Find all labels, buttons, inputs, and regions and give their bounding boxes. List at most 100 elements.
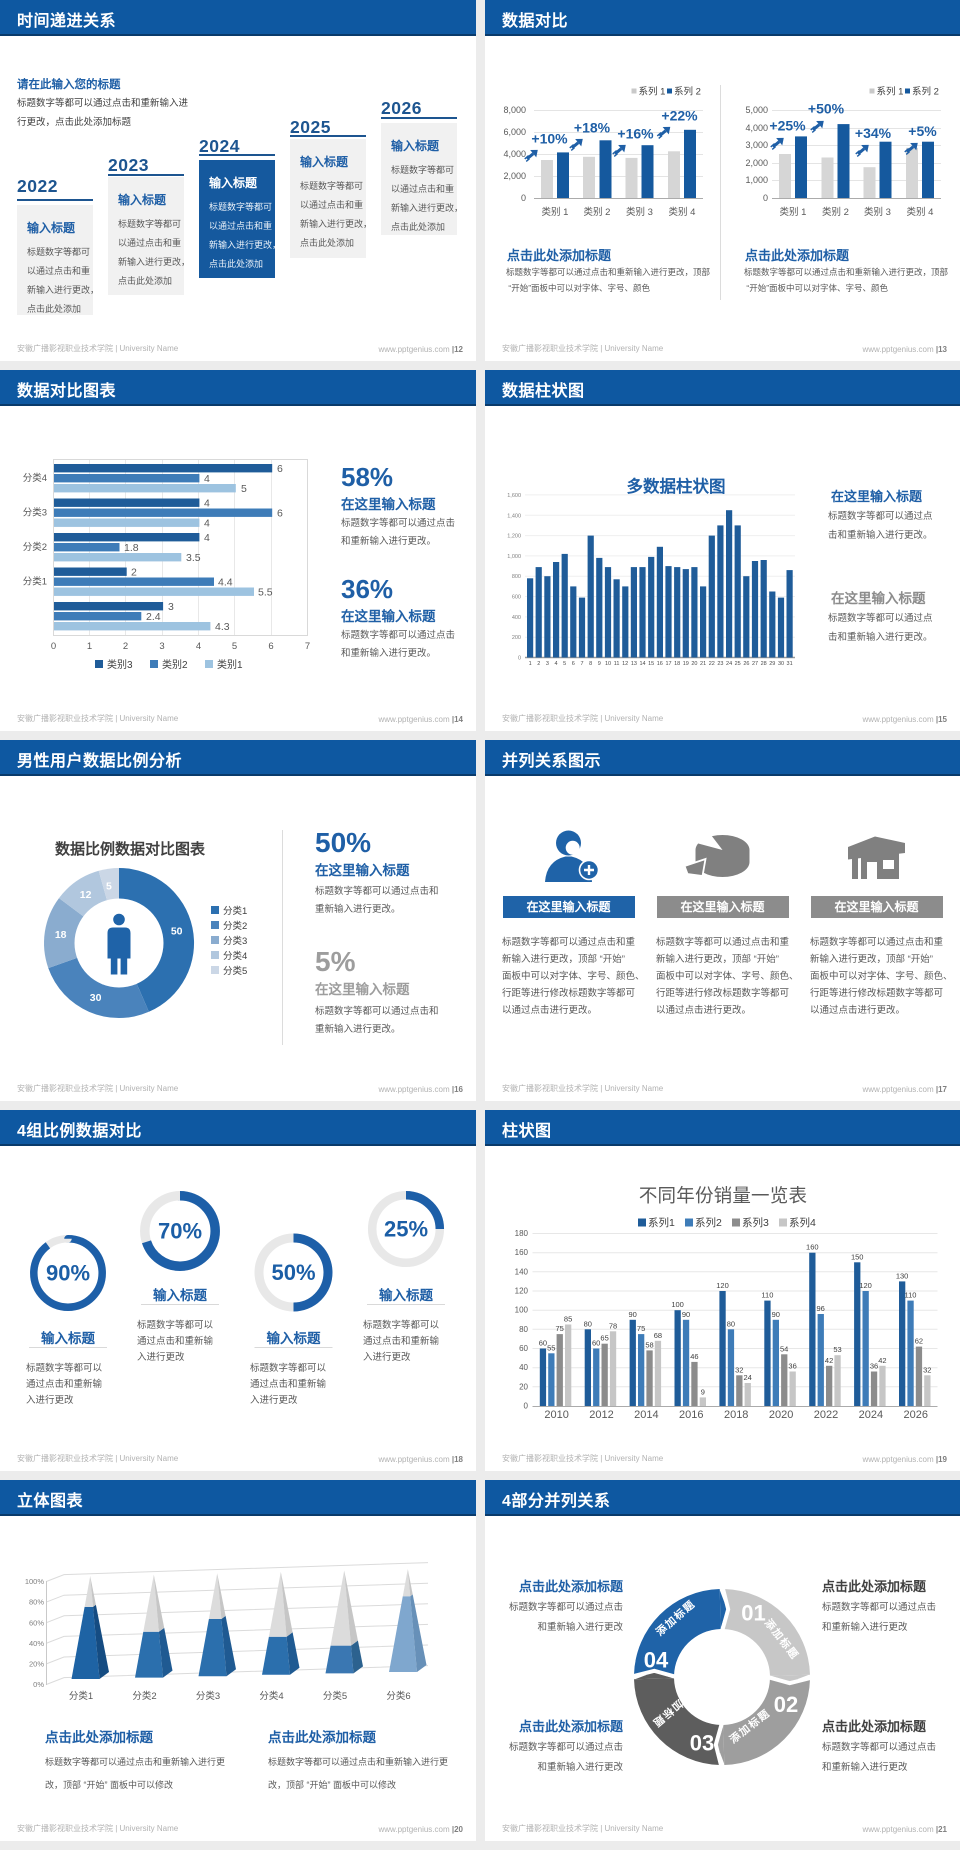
svg-text:24: 24 [726,661,732,667]
svg-text:20: 20 [519,1382,528,1391]
svg-text:0: 0 [524,1402,529,1411]
svg-text:27: 27 [752,661,758,667]
svg-text:5: 5 [241,483,247,495]
svg-text:类别1: 类别1 [217,658,243,671]
svg-text:60: 60 [539,1339,547,1348]
svg-text:2: 2 [131,567,137,579]
svg-text:4: 4 [204,518,210,530]
svg-text:75: 75 [556,1324,564,1333]
svg-text:6: 6 [277,463,283,475]
svg-text:2018: 2018 [724,1409,748,1421]
svg-text:2012: 2012 [589,1409,613,1421]
svg-text:5: 5 [232,641,237,652]
svg-text:分类1: 分类1 [23,576,47,588]
svg-text:分类3: 分类3 [196,1690,220,1702]
svg-text:16: 16 [657,661,663,667]
svg-text:2016: 2016 [679,1409,703,1421]
svg-text:62: 62 [915,1337,923,1346]
svg-text:01: 01 [741,1601,765,1626]
svg-text:+50%: +50% [808,101,845,117]
svg-text:2,000: 2,000 [745,158,768,168]
svg-text:120: 120 [515,1287,529,1296]
svg-text:1: 1 [87,641,92,652]
svg-text:100%: 100% [25,1577,45,1586]
svg-text:160: 160 [806,1243,819,1252]
svg-text:分类3: 分类3 [23,507,47,519]
svg-text:14: 14 [639,661,645,667]
svg-text:9: 9 [701,1387,705,1396]
svg-text:2020: 2020 [769,1409,793,1421]
svg-text:58: 58 [645,1340,653,1349]
svg-text:+16%: +16% [617,126,654,142]
svg-text:110: 110 [761,1291,773,1300]
svg-text:90%: 90% [46,1261,90,1286]
svg-text:120: 120 [716,1281,729,1290]
svg-text:110: 110 [905,1291,917,1300]
svg-text:20%: 20% [29,1660,44,1669]
svg-text:11: 11 [614,661,620,667]
svg-text:80: 80 [584,1319,592,1328]
svg-text:3: 3 [159,641,164,652]
svg-text:2014: 2014 [634,1409,658,1421]
svg-text:分类5: 分类5 [323,1690,347,1702]
svg-text:29: 29 [769,661,775,667]
svg-text:160: 160 [515,1248,529,1257]
svg-text:32: 32 [923,1365,931,1374]
svg-text:6: 6 [268,641,273,652]
svg-text:100: 100 [671,1300,684,1309]
svg-text:系列 1: 系列 1 [639,86,666,98]
svg-text:30: 30 [778,661,784,667]
svg-text:30: 30 [90,992,102,1004]
svg-text:90: 90 [682,1310,690,1319]
svg-text:15: 15 [648,661,654,667]
svg-text:65: 65 [600,1334,608,1343]
svg-text:180: 180 [515,1229,529,1238]
svg-text:200: 200 [512,635,521,641]
svg-text:85: 85 [564,1315,572,1324]
svg-text:9: 9 [598,661,601,667]
svg-text:4: 4 [204,532,210,544]
svg-text:+25%: +25% [769,118,806,134]
svg-text:130: 130 [896,1271,909,1280]
svg-text:90: 90 [772,1310,780,1319]
svg-text:+10%: +10% [531,131,568,147]
svg-text:4.4: 4.4 [218,577,233,589]
svg-text:400: 400 [512,615,521,621]
svg-text:4.3: 4.3 [215,621,230,633]
svg-text:80: 80 [727,1319,735,1328]
svg-text:类别 1: 类别 1 [542,206,569,218]
svg-text:5: 5 [106,880,112,892]
svg-text:4: 4 [204,473,210,485]
svg-text:类别 2: 类别 2 [822,206,849,218]
svg-text:140: 140 [515,1267,529,1276]
svg-text:60: 60 [519,1344,528,1353]
svg-text:5,000: 5,000 [745,105,768,115]
svg-text:0: 0 [518,656,521,662]
svg-text:类别3: 类别3 [107,658,133,671]
svg-text:4: 4 [554,661,557,667]
svg-text:5.5: 5.5 [258,587,273,599]
svg-text:32: 32 [735,1365,743,1374]
svg-text:150: 150 [851,1252,864,1261]
svg-text:类别2: 类别2 [162,658,188,671]
svg-text:6,000: 6,000 [503,127,526,137]
svg-text:18: 18 [674,661,680,667]
svg-text:3: 3 [168,601,174,613]
svg-text:3.5: 3.5 [186,552,201,564]
svg-text:50%: 50% [271,1260,315,1285]
svg-text:42: 42 [825,1356,833,1365]
svg-text:4,000: 4,000 [503,149,526,159]
svg-text:50: 50 [171,926,183,938]
svg-text:10: 10 [605,661,611,667]
svg-text:分类2: 分类2 [223,920,247,932]
svg-text:分类1: 分类1 [223,905,247,917]
svg-text:3: 3 [546,661,549,667]
svg-text:6: 6 [277,508,283,520]
svg-text:75: 75 [637,1324,645,1333]
svg-text:分类2: 分类2 [132,1690,156,1702]
svg-text:80%: 80% [29,1598,44,1607]
svg-text:2.4: 2.4 [146,611,161,623]
svg-text:类别 1: 类别 1 [780,206,807,218]
svg-text:+22%: +22% [661,108,698,124]
svg-text:2: 2 [537,661,540,667]
